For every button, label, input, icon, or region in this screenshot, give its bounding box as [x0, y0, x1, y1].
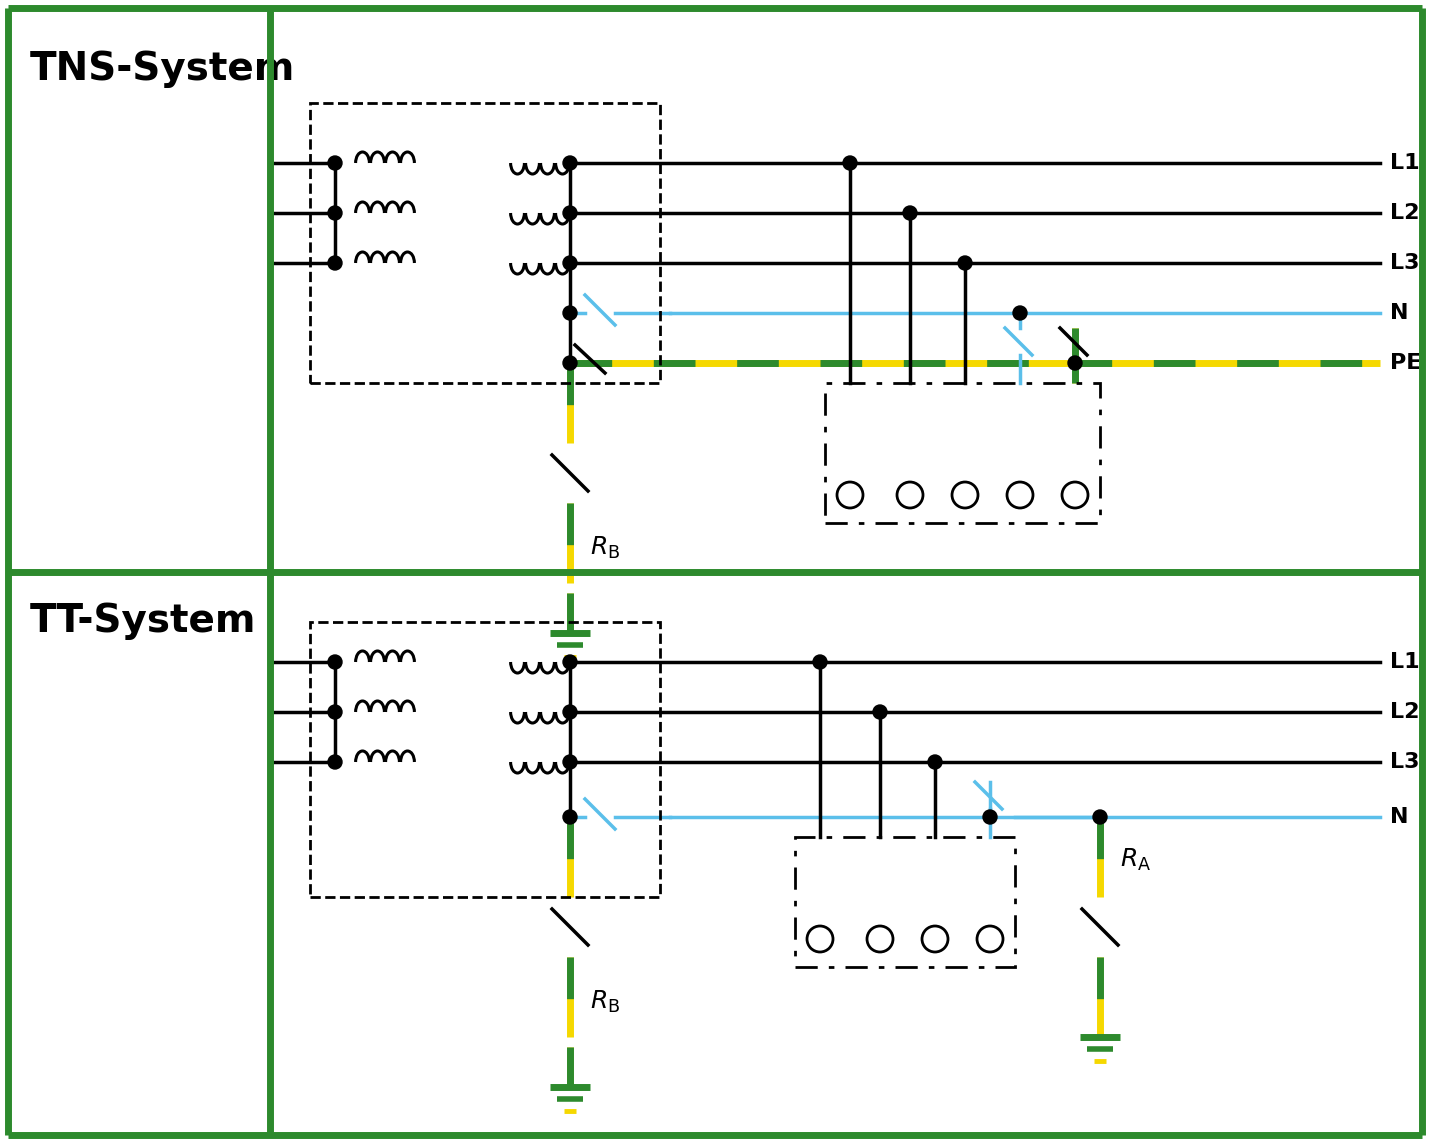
Circle shape: [1093, 810, 1107, 824]
Circle shape: [327, 705, 342, 719]
Circle shape: [844, 155, 857, 170]
Circle shape: [563, 810, 576, 824]
Circle shape: [327, 155, 342, 170]
Circle shape: [902, 206, 917, 219]
Bar: [310, 103, 661, 383]
Circle shape: [563, 306, 576, 320]
Circle shape: [563, 206, 576, 219]
Bar: [310, 622, 661, 897]
Circle shape: [1007, 482, 1032, 507]
Text: TT-System: TT-System: [30, 602, 256, 640]
Text: N: N: [1390, 303, 1409, 323]
Circle shape: [977, 926, 1002, 952]
Circle shape: [327, 655, 342, 669]
Circle shape: [928, 756, 942, 769]
Text: $R_\mathrm{B}$: $R_\mathrm{B}$: [591, 989, 621, 1015]
Text: PE: PE: [1390, 353, 1421, 373]
Text: L3: L3: [1390, 253, 1420, 273]
Bar: [825, 383, 1100, 523]
Circle shape: [563, 155, 576, 170]
Circle shape: [327, 206, 342, 219]
Circle shape: [563, 655, 576, 669]
Circle shape: [327, 256, 342, 270]
Text: L1: L1: [1390, 652, 1420, 672]
Bar: [795, 837, 1015, 967]
Circle shape: [897, 482, 922, 507]
Circle shape: [563, 705, 576, 719]
Text: $R_\mathrm{B}$: $R_\mathrm{B}$: [591, 535, 621, 561]
Text: L2: L2: [1390, 203, 1420, 223]
Circle shape: [872, 705, 887, 719]
Circle shape: [958, 256, 972, 270]
Circle shape: [563, 756, 576, 769]
Text: L2: L2: [1390, 702, 1420, 722]
Text: L3: L3: [1390, 752, 1420, 772]
Circle shape: [1068, 355, 1083, 370]
Circle shape: [1012, 306, 1027, 320]
Circle shape: [563, 355, 576, 370]
Text: L1: L1: [1390, 153, 1420, 173]
Circle shape: [807, 926, 834, 952]
Circle shape: [922, 926, 948, 952]
Circle shape: [1062, 482, 1088, 507]
Circle shape: [814, 655, 827, 669]
Circle shape: [952, 482, 978, 507]
Circle shape: [327, 756, 342, 769]
Text: N: N: [1390, 807, 1409, 828]
Text: $R_\mathrm{A}$: $R_\mathrm{A}$: [1120, 847, 1151, 873]
Circle shape: [982, 810, 997, 824]
Circle shape: [867, 926, 892, 952]
Text: TNS-System: TNS-System: [30, 50, 296, 88]
Circle shape: [563, 256, 576, 270]
Circle shape: [837, 482, 862, 507]
